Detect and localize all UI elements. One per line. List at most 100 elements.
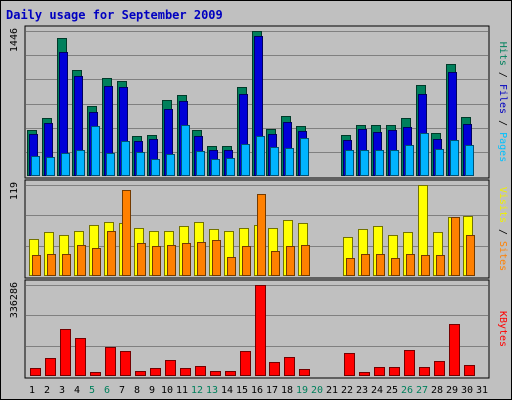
legend-label: Files [497, 84, 508, 114]
panel-kbytes-legend: KBytes [497, 311, 508, 347]
bar-sites-day-12 [197, 242, 206, 276]
bar-sites-day-4 [77, 245, 86, 276]
x-tick-label-day-29: 29 [446, 385, 458, 396]
bar-pages-day-26 [405, 145, 414, 176]
x-tick-label-day-2: 2 [44, 385, 50, 396]
bar-kbytes-day-24 [374, 367, 385, 376]
x-tick-label-day-7: 7 [119, 385, 125, 396]
bar-sites-day-5 [92, 248, 101, 276]
bar-kbytes-day-19 [299, 369, 310, 376]
bar-sites-day-1 [32, 255, 41, 276]
bar-sites-day-23 [361, 254, 370, 276]
bar-sites-day-8 [137, 243, 146, 276]
bar-pages-day-12 [196, 151, 205, 176]
bar-pages-day-17 [270, 147, 279, 176]
legend-label: / [497, 114, 508, 132]
bar-sites-day-9 [152, 246, 161, 276]
x-tick-label-day-3: 3 [59, 385, 65, 396]
bar-kbytes-day-15 [240, 351, 251, 376]
bar-kbytes-day-14 [225, 371, 236, 376]
bar-pages-day-19 [300, 138, 309, 176]
x-tick-label-day-5: 5 [89, 385, 95, 396]
x-tick-label-day-16: 16 [251, 385, 263, 396]
bar-sites-day-13 [212, 240, 221, 276]
bar-sites-day-14 [227, 257, 236, 276]
x-tick-label-day-26: 26 [401, 385, 413, 396]
bar-kbytes-day-17 [269, 362, 280, 376]
bar-pages-day-18 [285, 148, 294, 176]
y-max-label: 336286 [9, 282, 20, 318]
bar-kbytes-day-3 [60, 329, 71, 376]
legend-label: Hits [497, 42, 508, 66]
bar-kbytes-day-1 [30, 368, 41, 376]
panel-visits-legend: Visits / Sites [497, 187, 508, 271]
bar-pages-day-27 [420, 133, 429, 176]
bar-sites-day-30 [466, 235, 475, 276]
bar-sites-day-17 [271, 251, 280, 276]
bar-sites-day-7 [122, 190, 131, 276]
bar-kbytes-day-25 [389, 367, 400, 376]
legend-label: / [497, 66, 508, 84]
bar-sites-day-26 [406, 254, 415, 276]
x-tick-label-day-22: 22 [341, 385, 353, 396]
bar-kbytes-day-11 [180, 368, 191, 376]
x-tick-label-day-4: 4 [74, 385, 80, 396]
bar-pages-day-24 [375, 150, 384, 176]
legend-label: Sites [497, 241, 508, 271]
bar-kbytes-day-2 [45, 358, 56, 376]
x-tick-label-day-15: 15 [236, 385, 248, 396]
bar-pages-day-2 [46, 157, 55, 176]
bar-kbytes-day-18 [284, 357, 295, 376]
bar-kbytes-day-29 [449, 324, 460, 376]
bar-pages-day-5 [91, 126, 100, 176]
bar-kbytes-day-16 [255, 285, 266, 376]
x-tick-label-day-19: 19 [296, 385, 308, 396]
bar-pages-day-22 [345, 150, 354, 176]
x-tick-label-day-27: 27 [416, 385, 428, 396]
bar-pages-day-13 [211, 159, 220, 176]
x-tick-label-day-11: 11 [176, 385, 188, 396]
legend-label: KBytes [497, 311, 508, 347]
bar-kbytes-day-30 [464, 365, 475, 376]
x-tick-label-day-25: 25 [386, 385, 398, 396]
bar-pages-day-28 [435, 149, 444, 176]
x-tick-label-day-6: 6 [104, 385, 110, 396]
legend-label: Pages [497, 132, 508, 162]
x-tick-label-day-20: 20 [311, 385, 323, 396]
x-tick-label-day-10: 10 [161, 385, 173, 396]
bar-kbytes-day-4 [75, 338, 86, 376]
panel-hits-legend: Hits / Files / Pages [497, 42, 508, 162]
x-tick-label-day-17: 17 [266, 385, 278, 396]
bar-pages-day-25 [390, 150, 399, 176]
panel-hits: 1446 Hits / Files / Pages [9, 25, 508, 179]
bar-kbytes-day-13 [210, 371, 221, 376]
bar-pages-day-23 [360, 150, 369, 176]
bar-kbytes-day-28 [434, 361, 445, 376]
x-tick-label-day-13: 13 [206, 385, 218, 396]
bar-kbytes-day-26 [404, 350, 415, 376]
bar-sites-day-18 [286, 246, 295, 276]
bar-sites-day-27 [421, 255, 430, 276]
bar-pages-day-1 [31, 156, 40, 176]
bar-pages-day-14 [226, 158, 235, 176]
bar-sites-day-22 [346, 258, 355, 276]
x-tick-label-day-9: 9 [149, 385, 155, 396]
x-tick-label-day-30: 30 [461, 385, 473, 396]
bar-kbytes-day-6 [105, 347, 116, 376]
bar-kbytes-day-12 [195, 366, 206, 376]
x-tick-label-day-21: 21 [326, 385, 338, 396]
bar-sites-day-25 [391, 258, 400, 276]
bar-pages-day-11 [181, 125, 190, 176]
bar-kbytes-day-22 [344, 353, 355, 376]
y-max-label: 119 [9, 182, 20, 200]
panel-kbytes: 336286 KBytes [9, 279, 508, 379]
bar-sites-day-11 [182, 243, 191, 276]
bar-sites-day-6 [107, 231, 116, 276]
bar-sites-day-16 [257, 194, 266, 276]
x-tick-label-day-24: 24 [371, 385, 383, 396]
legend-label: Visits [497, 187, 508, 223]
bar-sites-day-28 [436, 255, 445, 276]
x-tick-label-day-23: 23 [356, 385, 368, 396]
x-tick-label-day-12: 12 [191, 385, 203, 396]
